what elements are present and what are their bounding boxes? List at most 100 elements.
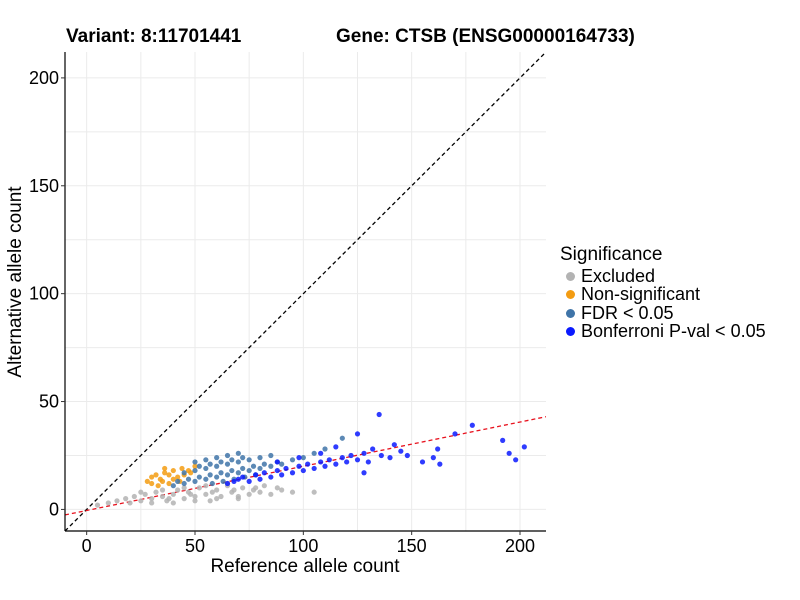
point-bonferroni-p-val-0-05 xyxy=(452,431,458,437)
y-tick-label: 150 xyxy=(29,176,59,196)
point-bonferroni-p-val-0-05 xyxy=(274,459,280,465)
point-excluded xyxy=(261,483,267,489)
point-non-significant xyxy=(170,467,176,474)
point-fdr-0-05 xyxy=(322,446,328,452)
point-fdr-0-05 xyxy=(207,461,213,467)
x-tick-label: 150 xyxy=(397,536,427,556)
y-tick-label: 200 xyxy=(29,68,59,88)
legend-label-non-significant: Non-significant xyxy=(581,284,701,305)
point-bonferroni-p-val-0-05 xyxy=(300,467,306,474)
legend-item-excluded: Excluded xyxy=(560,266,766,286)
y-axis-label: Alternative allele count xyxy=(5,186,26,378)
legend-title: Significance xyxy=(560,244,663,265)
point-bonferroni-p-val-0-05 xyxy=(387,455,393,461)
point-bonferroni-p-val-0-05 xyxy=(246,478,252,484)
point-fdr-0-05 xyxy=(257,455,263,461)
x-tick-label: 0 xyxy=(82,536,92,556)
point-excluded xyxy=(246,491,252,497)
point-excluded xyxy=(149,496,155,502)
legend-swatch-fdr xyxy=(566,308,575,318)
point-fdr-0-05 xyxy=(196,474,202,480)
point-excluded xyxy=(240,485,246,491)
legend-swatch-bonferroni xyxy=(566,327,575,337)
point-fdr-0-05 xyxy=(257,465,263,472)
point-fdr-0-05 xyxy=(246,457,252,463)
point-bonferroni-p-val-0-05 xyxy=(344,459,350,465)
point-excluded xyxy=(231,487,237,493)
point-non-significant xyxy=(166,472,172,478)
point-bonferroni-p-val-0-05 xyxy=(333,461,339,467)
point-fdr-0-05 xyxy=(229,467,235,474)
point-fdr-0-05 xyxy=(339,435,345,441)
point-fdr-0-05 xyxy=(246,467,252,474)
point-excluded xyxy=(170,500,176,506)
point-bonferroni-p-val-0-05 xyxy=(339,455,345,461)
point-excluded xyxy=(159,487,166,493)
point-non-significant xyxy=(144,478,150,484)
point-bonferroni-p-val-0-05 xyxy=(469,422,475,428)
point-bonferroni-p-val-0-05 xyxy=(240,474,246,480)
point-fdr-0-05 xyxy=(192,478,198,484)
point-fdr-0-05 xyxy=(289,457,296,463)
point-excluded xyxy=(214,496,220,502)
point-fdr-0-05 xyxy=(235,470,241,476)
point-bonferroni-p-val-0-05 xyxy=(231,478,237,484)
point-excluded xyxy=(131,493,137,500)
point-bonferroni-p-val-0-05 xyxy=(322,463,328,469)
point-bonferroni-p-val-0-05 xyxy=(318,459,324,465)
point-excluded xyxy=(214,487,220,493)
point-bonferroni-p-val-0-05 xyxy=(354,457,361,463)
point-excluded xyxy=(94,502,101,508)
point-excluded xyxy=(207,498,213,504)
point-bonferroni-p-val-0-05 xyxy=(296,463,302,469)
point-bonferroni-p-val-0-05 xyxy=(305,461,311,467)
point-excluded xyxy=(138,489,144,495)
point-bonferroni-p-val-0-05 xyxy=(296,455,302,461)
point-excluded xyxy=(114,498,120,504)
point-fdr-0-05 xyxy=(170,483,176,489)
point-excluded xyxy=(159,493,166,500)
point-fdr-0-05 xyxy=(214,455,220,461)
point-fdr-0-05 xyxy=(311,450,317,456)
point-fdr-0-05 xyxy=(181,480,187,487)
point-non-significant xyxy=(192,463,198,469)
point-non-significant xyxy=(179,465,185,472)
point-excluded xyxy=(192,493,198,500)
legend: Significance Excluded Non-significant FD… xyxy=(560,244,766,341)
point-excluded xyxy=(311,489,317,495)
point-fdr-0-05 xyxy=(214,463,220,469)
point-excluded xyxy=(203,491,209,497)
legend-label-fdr: FDR < 0.05 xyxy=(581,302,674,323)
point-fdr-0-05 xyxy=(300,455,306,461)
point-fdr-0-05 xyxy=(240,465,246,472)
point-bonferroni-p-val-0-05 xyxy=(333,444,339,450)
legend-item-bonferroni: Bonferroni P-val < 0.05 xyxy=(560,321,766,341)
point-bonferroni-p-val-0-05 xyxy=(361,470,367,476)
point-fdr-0-05 xyxy=(261,461,267,467)
point-fdr-0-05 xyxy=(209,480,215,487)
point-non-significant xyxy=(149,474,155,480)
point-fdr-0-05 xyxy=(185,476,192,482)
point-bonferroni-p-val-0-05 xyxy=(253,472,259,478)
point-bonferroni-p-val-0-05 xyxy=(506,450,512,456)
point-excluded xyxy=(149,500,155,506)
point-bonferroni-p-val-0-05 xyxy=(279,472,285,478)
point-bonferroni-p-val-0-05 xyxy=(224,480,231,487)
point-non-significant xyxy=(188,470,194,476)
point-non-significant xyxy=(153,472,159,478)
point-fdr-0-05 xyxy=(175,478,181,484)
variant-title: Variant: 8:11701441 xyxy=(66,26,242,47)
point-excluded xyxy=(279,487,285,493)
gene-title: Gene: CTSB (ENSG00000164733) xyxy=(336,26,635,47)
point-bonferroni-p-val-0-05 xyxy=(391,442,397,448)
point-fdr-0-05 xyxy=(224,472,231,478)
point-excluded xyxy=(153,489,159,495)
point-fdr-0-05 xyxy=(207,472,213,478)
y-tick-label: 50 xyxy=(39,392,59,412)
identity-line xyxy=(65,52,546,531)
point-non-significant xyxy=(175,474,181,480)
point-non-significant xyxy=(162,470,168,476)
point-bonferroni-p-val-0-05 xyxy=(370,446,376,452)
point-bonferroni-p-val-0-05 xyxy=(513,457,519,463)
